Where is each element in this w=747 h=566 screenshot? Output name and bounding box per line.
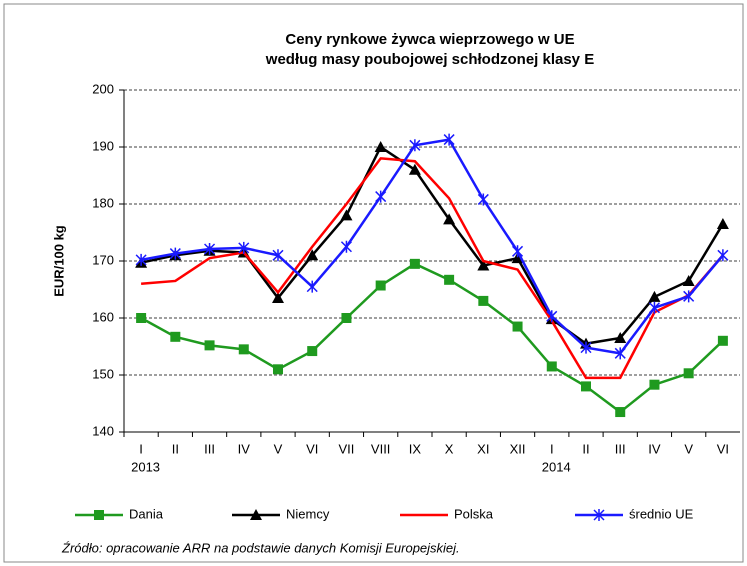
x-tick-label: VIII — [371, 441, 391, 456]
frame — [3, 3, 744, 563]
x-tick-label: VII — [338, 441, 354, 456]
point — [581, 381, 591, 392]
point — [306, 249, 319, 261]
x-tick-label: IX — [409, 441, 422, 456]
y-tick-label: 160 — [92, 309, 114, 324]
legend-label: Niemcy — [286, 506, 330, 521]
source: Źródło: opracowanie ARR na podstawie dan… — [61, 540, 460, 555]
x-tick-label: V — [274, 441, 283, 456]
legend-label: Polska — [454, 506, 494, 521]
point — [614, 331, 627, 343]
point — [340, 240, 352, 253]
point — [443, 213, 456, 225]
point — [717, 249, 729, 262]
y-axis-label: EUR/100 kg — [51, 225, 66, 297]
point — [546, 361, 557, 372]
legend-marker — [94, 510, 104, 520]
point — [306, 280, 318, 293]
legend-marker — [593, 509, 605, 521]
point — [135, 253, 147, 266]
y-tick-label: 170 — [92, 252, 114, 267]
x-tick-label: II — [172, 441, 179, 456]
point — [238, 344, 249, 355]
y-tick-label: 200 — [92, 81, 114, 96]
series-line — [141, 157, 724, 380]
point — [375, 280, 386, 291]
x-tick-label: VI — [717, 441, 729, 456]
point — [375, 190, 387, 203]
point — [477, 259, 490, 271]
year-label: 2013 — [131, 459, 160, 474]
x-tick-label: IV — [648, 441, 661, 456]
series-line — [140, 262, 724, 414]
x-tick-label: III — [204, 441, 215, 456]
point — [477, 193, 489, 206]
point — [614, 347, 626, 360]
point — [238, 241, 250, 254]
point — [169, 247, 181, 260]
x-tick-label: I — [139, 441, 143, 456]
chart-title: Ceny rynkowe żywca wieprzowego w UE — [285, 31, 574, 48]
y-tick-label: 150 — [92, 366, 114, 381]
series-line — [140, 138, 724, 355]
point — [648, 301, 660, 314]
point — [716, 217, 729, 229]
point — [478, 295, 489, 306]
point — [683, 368, 694, 379]
point — [717, 335, 728, 346]
point — [374, 141, 387, 152]
legend-label: Dania — [129, 506, 164, 521]
x-tick-label: III — [615, 441, 626, 456]
y-tick-label: 180 — [92, 195, 114, 210]
point — [512, 321, 523, 332]
point — [408, 163, 421, 175]
x-tick-label: X — [445, 441, 454, 456]
chart-title: według masy poubojowej schłodzonej klasy… — [265, 51, 594, 68]
point — [272, 249, 284, 262]
point — [409, 139, 421, 152]
point — [511, 252, 524, 264]
point — [546, 310, 558, 323]
point — [409, 258, 420, 269]
point — [683, 290, 695, 303]
point — [204, 243, 216, 256]
point — [307, 346, 318, 357]
point — [136, 313, 147, 323]
legend-label: średnio UE — [629, 506, 694, 521]
point — [444, 274, 455, 285]
x-tick-label: I — [550, 441, 554, 456]
x-tick-label: XI — [477, 441, 489, 456]
x-tick-label: V — [684, 441, 693, 456]
year-label: 2014 — [542, 459, 571, 474]
point — [615, 407, 626, 418]
point — [341, 313, 352, 323]
point — [443, 133, 455, 146]
point — [273, 364, 283, 375]
x-tick-label: XII — [510, 441, 526, 456]
y-tick-label: 190 — [92, 138, 114, 153]
point — [340, 209, 353, 221]
x-tick-label: VI — [306, 441, 318, 456]
point — [649, 379, 660, 390]
point — [512, 245, 524, 258]
point — [648, 290, 661, 302]
point — [682, 274, 695, 286]
x-tick-label: II — [582, 441, 589, 456]
point — [272, 292, 284, 304]
point — [204, 340, 215, 351]
point — [170, 331, 181, 342]
legend-marker — [250, 509, 262, 520]
y-tick-label: 140 — [92, 423, 114, 438]
point — [580, 341, 592, 354]
x-tick-label: IV — [238, 441, 251, 456]
